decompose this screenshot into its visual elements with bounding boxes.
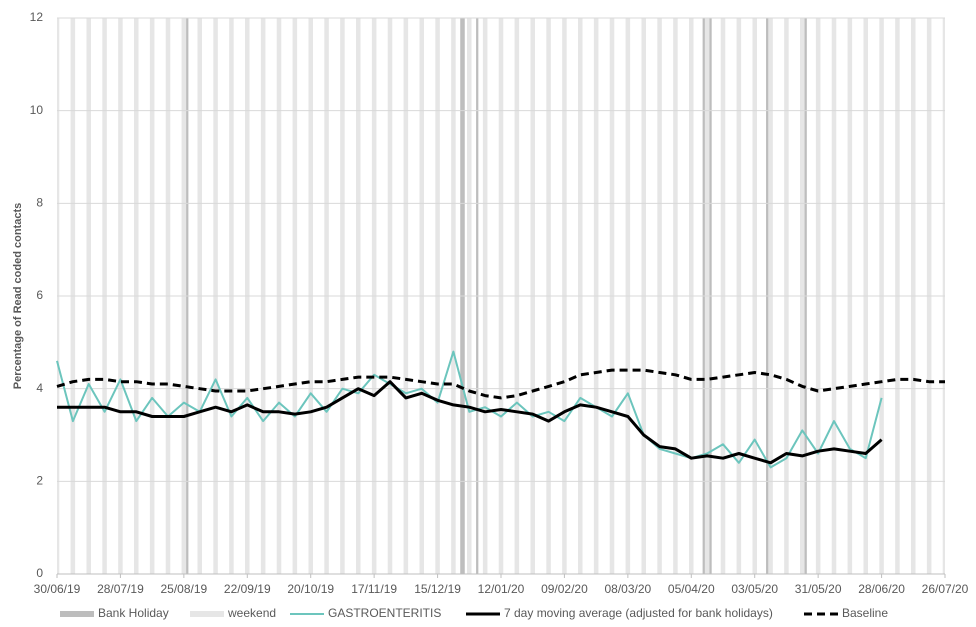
legend-label: GASTROENTERITIS [328, 606, 441, 620]
x-tick-label: 03/05/20 [731, 582, 778, 596]
x-tick-label: 12/01/20 [478, 582, 525, 596]
y-axis-label: Percentage of Read coded contacts [12, 203, 24, 389]
x-tick-label: 25/08/19 [160, 582, 207, 596]
y-tick-label: 8 [36, 196, 43, 210]
legend-label: Baseline [842, 606, 888, 620]
y-tick-label: 4 [36, 381, 43, 395]
y-tick-label: 0 [36, 566, 43, 580]
x-tick-label: 17/11/19 [351, 582, 397, 596]
x-tick-label: 30/06/19 [34, 582, 81, 596]
x-tick-label: 15/12/19 [414, 582, 461, 596]
y-tick-label: 12 [30, 10, 44, 24]
x-tick-label: 05/04/20 [668, 582, 715, 596]
legend-swatch [60, 611, 94, 617]
x-tick-label: 08/03/20 [604, 582, 651, 596]
series-line [57, 380, 883, 465]
x-tick-label: 28/07/19 [97, 582, 144, 596]
legend-label: 7 day moving average (adjusted for bank … [504, 606, 773, 620]
series-line [56, 368, 945, 400]
x-tick-label: 28/06/20 [858, 582, 905, 596]
y-tick-label: 2 [36, 474, 43, 488]
y-tick-label: 6 [36, 288, 43, 302]
legend-swatch [190, 611, 224, 617]
x-tick-label: 20/10/19 [287, 582, 334, 596]
x-tick-label: 31/05/20 [795, 582, 842, 596]
legend-label: Bank Holiday [98, 606, 169, 620]
x-tick-label: 22/09/19 [224, 582, 271, 596]
x-tick-label: 09/02/20 [541, 582, 588, 596]
legend-label: weekend [227, 606, 276, 620]
y-tick-label: 10 [30, 103, 44, 117]
x-tick-label: 26/07/20 [922, 582, 969, 596]
